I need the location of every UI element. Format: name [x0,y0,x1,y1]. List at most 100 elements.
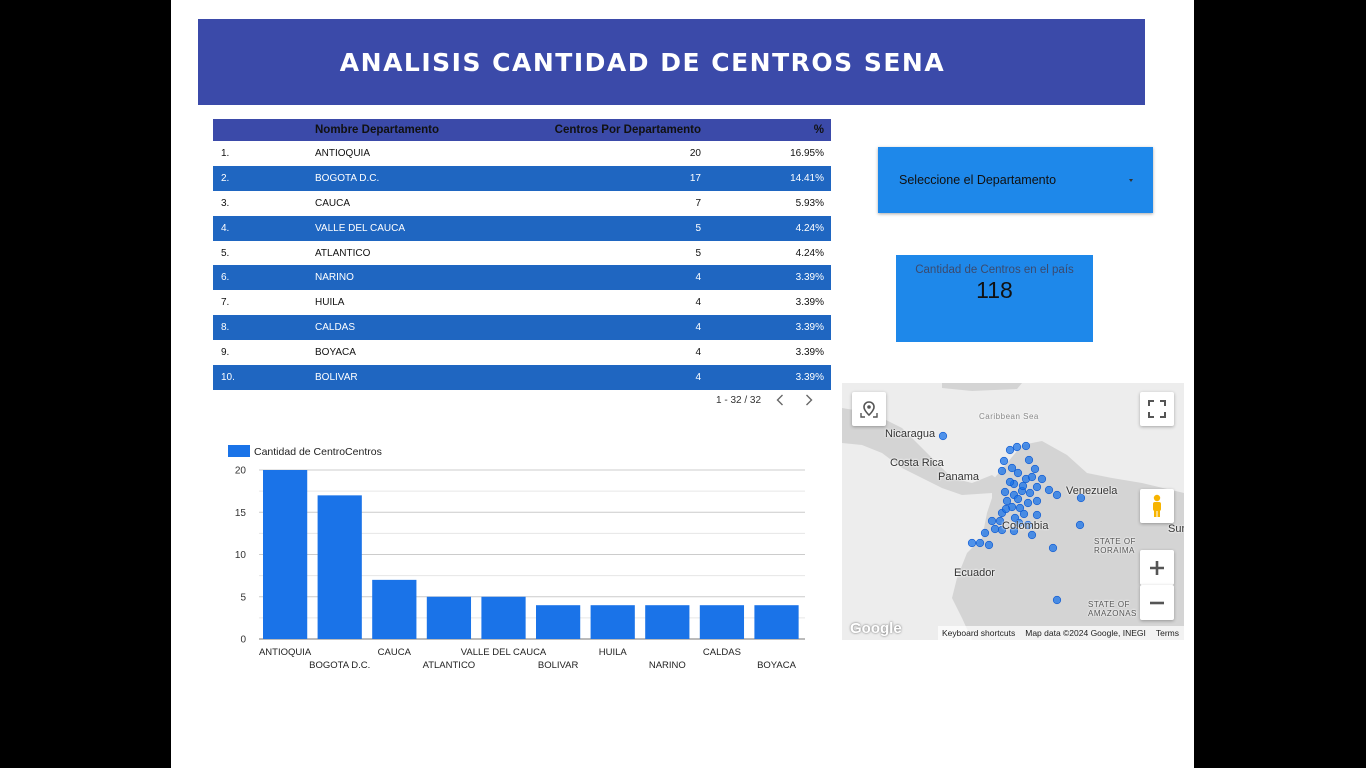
map-marker[interactable] [1023,520,1033,530]
map-marker[interactable] [1044,485,1054,495]
table-row[interactable]: 7. HUILA 4 3.39% [213,290,831,315]
zoom-in-icon [1150,560,1164,575]
location-pin-button[interactable] [852,392,886,426]
table-row[interactable]: 6. NARINO 4 3.39% [213,265,831,291]
map-marker[interactable] [987,516,997,526]
map-marker[interactable] [999,456,1009,466]
map-marker[interactable] [1037,474,1047,484]
map-marker[interactable] [1002,496,1012,506]
scorecard-label: Cantidad de Centros en el país [915,264,1074,276]
map-marker[interactable] [1021,441,1031,451]
central-america-land [842,408,1002,495]
header-banner: ANALISIS CANTIDAD DE CENTROS SENA [198,19,1145,105]
y-tick-label: 0 [240,635,246,646]
x-tick-label: ANTIOQUIA [259,647,312,658]
map-label-panama: Panama [938,471,979,483]
map-marker[interactable] [1009,526,1019,536]
map-marker[interactable] [967,538,977,548]
map-marker[interactable] [1013,494,1023,504]
map-marker[interactable] [1032,510,1042,520]
column-header-name[interactable]: Nombre Departamento [315,124,439,136]
map-marker[interactable] [1032,496,1042,506]
department-selector[interactable]: Seleccione el Departamento [878,147,1153,213]
map-label-caribbean: Caribbean Sea [979,412,1039,421]
row-index: 6. [221,272,230,284]
row-department-name: CALDAS [315,322,356,334]
map-marker[interactable] [1018,481,1028,491]
map-marker[interactable] [1014,518,1024,528]
table-row[interactable]: 8. CALDAS 4 3.39% [213,315,831,341]
map-marker[interactable] [1015,503,1025,513]
map-marker[interactable] [1075,520,1085,530]
row-percent: 4.24% [795,222,824,234]
row-percent: 5.93% [795,197,824,209]
map-marker[interactable] [975,538,985,548]
y-tick-label: 15 [235,508,247,519]
pagination-label: 1 - 32 / 32 [716,394,762,406]
map-marker[interactable] [1027,530,1037,540]
map-marker[interactable] [1024,455,1034,465]
map-marker[interactable] [1052,595,1062,605]
chevron-left-icon [776,394,784,406]
centers-map[interactable]: Caribbean Sea Nicaragua Costa Rica Panam… [842,383,1184,640]
zoom-in-button[interactable] [1140,550,1174,585]
table-row[interactable]: 9. BOYACA 4 3.39% [213,340,831,365]
zoom-out-icon [1150,601,1164,604]
terms-link[interactable]: Terms [1155,628,1179,638]
map-marker[interactable] [1001,504,1011,514]
bar [481,596,526,639]
map-marker[interactable] [980,528,990,538]
map-marker[interactable] [1027,472,1037,482]
fullscreen-icon [1148,400,1166,418]
map-marker[interactable] [984,540,994,550]
map-marker[interactable] [1000,487,1010,497]
table-row[interactable]: 4. VALLE DEL CAUCA 5 4.24% [213,215,831,241]
map-marker[interactable] [1048,543,1058,553]
keyboard-shortcuts-link[interactable]: Keyboard shortcuts [942,628,1016,638]
map-marker[interactable] [1032,482,1042,492]
map-marker[interactable] [1030,464,1040,474]
row-center-count: 17 [689,172,701,184]
table-row[interactable]: 2. BOGOTA D.C. 17 14.41% [213,165,831,191]
map-marker[interactable] [1012,442,1022,452]
pegman-button[interactable] [1140,489,1174,523]
report-page: ANALISIS CANTIDAD DE CENTROS SENA Nombre… [171,0,1194,768]
row-center-count: 20 [689,147,701,159]
map-marker[interactable] [1023,498,1033,508]
department-selector-label: Seleccione el Departamento [899,173,1057,187]
column-header-percent[interactable]: % [813,124,824,136]
map-background [842,383,1184,640]
map-marker[interactable] [990,524,1000,534]
row-percent: 3.39% [795,322,824,334]
map-marker[interactable] [997,466,1007,476]
table-row[interactable]: 3. CAUCA 7 5.93% [213,191,831,216]
column-header-count[interactable]: Centros Por Departamento [554,124,701,136]
map-marker[interactable] [1007,463,1017,473]
map-marker[interactable] [1019,509,1029,519]
map-marker[interactable] [1005,477,1015,487]
map-marker[interactable] [995,516,1005,526]
map-marker[interactable] [1076,493,1086,503]
map-marker[interactable] [938,431,948,441]
bar [317,495,362,639]
caret-down-icon [1129,178,1133,182]
bar-chart: Cantidad de CentroCentros 0 5 10 15 20 ANTIOQU… [228,445,805,671]
fullscreen-button[interactable] [1140,392,1174,426]
table-row[interactable]: 10. BOLIVAR 4 3.39% [213,365,831,390]
scorecard-value: 118 [976,277,1013,303]
map-marker[interactable] [1013,468,1023,478]
row-department-name: VALLE DEL CAUCA [315,222,406,234]
prev-page-button[interactable] [770,390,790,410]
table-row[interactable]: 1. ANTIOQUIA 20 16.95% [213,141,831,166]
map-data-attribution: Map data ©2024 Google, INEGI [1025,628,1146,638]
map-marker[interactable] [1005,445,1015,455]
bar [372,579,417,639]
next-page-button[interactable] [799,390,819,410]
zoom-out-button[interactable] [1140,585,1174,620]
map-marker[interactable] [1025,488,1035,498]
map-marker[interactable] [1052,490,1062,500]
bar [536,605,581,639]
x-tick-label: ATLANTICO [423,660,476,671]
table-row[interactable]: 5. ATLANTICO 5 4.24% [213,241,831,266]
row-center-count: 4 [695,297,701,309]
